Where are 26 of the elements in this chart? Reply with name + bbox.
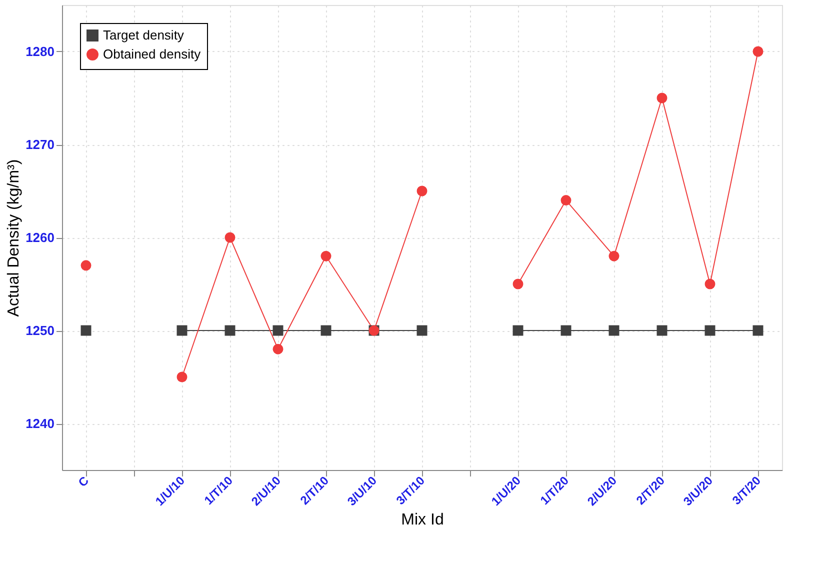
- y-tick-label: 1260: [26, 230, 54, 245]
- point: [80, 325, 92, 336]
- point: [704, 325, 716, 336]
- point: [80, 260, 92, 271]
- point: [656, 325, 668, 336]
- y-tick-label: 1270: [26, 137, 54, 152]
- point: [656, 92, 668, 104]
- point: [512, 325, 524, 336]
- y-axis-title: Actual Density (kg/m³): [6, 159, 23, 317]
- point: [704, 278, 716, 290]
- x-axis-title: Mix Id: [401, 512, 444, 529]
- point: [176, 372, 188, 382]
- point: [752, 325, 764, 336]
- point: [416, 186, 428, 196]
- point: [608, 250, 620, 262]
- y-tick-label: 1240: [26, 416, 54, 431]
- legend-label: Obtained density: [103, 46, 202, 62]
- point: [560, 195, 572, 206]
- y-tick-label: 1250: [26, 323, 54, 338]
- point: [752, 46, 764, 57]
- point: [512, 278, 524, 290]
- point: [608, 325, 620, 336]
- point: [560, 325, 572, 336]
- x-tick-label: C: [75, 473, 92, 490]
- y-tick-label: 1280: [26, 44, 54, 59]
- legend-label: Target density: [103, 28, 184, 42]
